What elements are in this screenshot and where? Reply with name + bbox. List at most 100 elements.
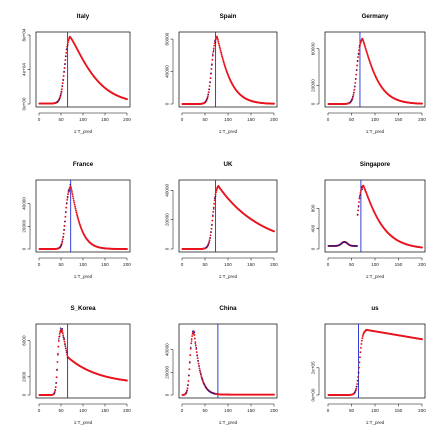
observed-point — [205, 246, 208, 249]
fit-point — [215, 189, 218, 192]
y-tick-label: 80000 — [165, 32, 170, 45]
observed-point — [209, 237, 211, 239]
fit-point — [211, 54, 214, 57]
fit-point — [212, 50, 215, 53]
observed-point — [204, 386, 207, 388]
observed-point — [354, 85, 356, 87]
observed-point — [357, 372, 360, 374]
x-axis-label: 1:T_pred — [219, 420, 238, 425]
x-tick-label: 200 — [418, 262, 426, 267]
panel-title: China — [219, 305, 237, 312]
fit-point — [222, 61, 225, 64]
observed-point — [357, 206, 360, 208]
fit-point — [421, 246, 423, 249]
x-tick-label: 100 — [79, 408, 87, 413]
observed-point — [361, 188, 364, 191]
observed-point — [355, 389, 357, 392]
panel-title: S_Korea — [70, 305, 96, 312]
fit-point — [356, 64, 359, 67]
y-tick-label: 20000 — [165, 213, 170, 226]
fit-point — [357, 56, 360, 59]
fit-point — [67, 39, 70, 42]
y-tick-label: 0 — [311, 247, 316, 250]
observed-point — [187, 384, 189, 386]
observed-point — [64, 343, 66, 346]
fit-point — [220, 53, 223, 56]
observed-point — [63, 70, 65, 73]
observed-point — [64, 63, 66, 66]
y-tick-label: 4e+04 — [22, 63, 27, 76]
fit-point — [206, 95, 209, 98]
observed-point — [200, 373, 202, 375]
fit-point — [70, 186, 73, 189]
y-tick-label: 6000 — [22, 335, 27, 346]
observed-point — [199, 370, 201, 372]
y-tick-label: 20000 — [311, 79, 316, 92]
fit-point — [358, 201, 360, 203]
observed-point — [62, 336, 64, 338]
fit-point — [71, 195, 74, 198]
fit-point — [189, 354, 192, 357]
observed-point — [61, 328, 64, 330]
fit-point — [365, 50, 368, 53]
panel-title: France — [73, 161, 94, 168]
observed-point — [65, 55, 67, 58]
x-tick-label: 50 — [349, 117, 355, 122]
fit-point — [358, 366, 360, 369]
fit-point — [66, 353, 69, 356]
panel-us: us 0 50 100 150 200 1:T_pred 0e+00 2e+05 — [311, 305, 427, 425]
observed-point — [358, 45, 361, 47]
fit-point — [53, 390, 56, 393]
fit-point — [72, 197, 75, 200]
fit-point — [200, 375, 203, 378]
observed-point — [68, 190, 71, 192]
x-tick-label: 0 — [327, 408, 330, 413]
fit-point — [358, 197, 361, 200]
fit-point — [63, 338, 66, 341]
fit-point — [218, 44, 221, 47]
fit-point — [57, 345, 60, 348]
fit-point — [209, 234, 212, 237]
fit-point — [357, 375, 360, 378]
observed-point — [207, 93, 209, 96]
fit-point — [361, 335, 364, 337]
plot-frame — [35, 323, 131, 399]
x-tick-label: 100 — [79, 262, 87, 267]
y-tick-label: 0 — [22, 247, 27, 250]
observed-point — [210, 72, 212, 74]
x-tick-label: 100 — [224, 262, 232, 267]
fit-point — [67, 41, 69, 44]
x-tick-label: 50 — [349, 408, 355, 413]
panel-title: UK — [224, 161, 233, 168]
fit-point — [217, 42, 220, 45]
y-tick-label: 40000 — [165, 65, 170, 78]
fit-point — [359, 351, 362, 354]
fit-point — [66, 43, 69, 46]
y-tick-label: 0e+00 — [311, 388, 316, 401]
fit-point — [351, 97, 354, 100]
fit-point — [364, 47, 367, 50]
fit-point — [221, 55, 223, 58]
fit-point — [352, 93, 355, 96]
fit-point — [69, 185, 72, 188]
fit-point — [216, 35, 218, 38]
observed-point — [60, 91, 63, 93]
y-tick-label: 40000 — [165, 343, 170, 356]
x-tick-label: 200 — [123, 117, 131, 122]
x-tick-label: 200 — [270, 117, 278, 122]
fit-point — [218, 46, 221, 49]
observed-point — [202, 379, 204, 381]
y-tick-label: 20000 — [165, 366, 170, 379]
y-tick-label: 2e+05 — [311, 361, 316, 374]
fit-point — [197, 362, 200, 365]
fit-point — [72, 199, 75, 202]
fit-point — [210, 227, 213, 230]
plot-frame — [178, 179, 278, 253]
fit-point — [66, 195, 69, 198]
plot-frame — [35, 179, 131, 253]
fit-point — [71, 193, 74, 195]
observed-point — [63, 228, 65, 231]
x-tick-label: 0 — [38, 117, 41, 122]
fit-point — [359, 346, 362, 349]
fit-point — [360, 339, 363, 342]
